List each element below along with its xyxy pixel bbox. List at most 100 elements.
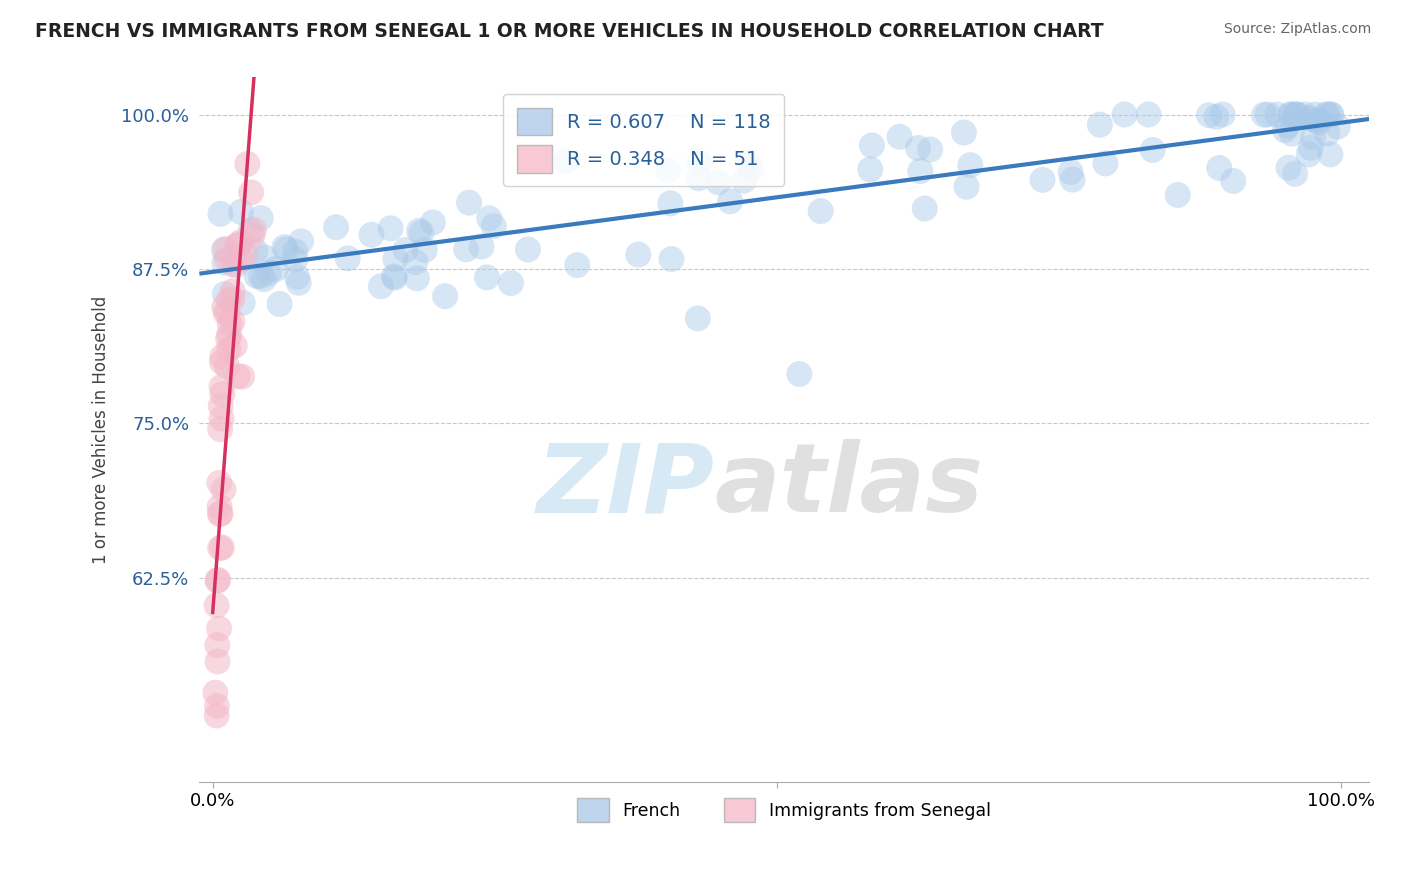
Point <box>226 238 249 252</box>
Point <box>661 252 683 266</box>
Point <box>458 195 481 210</box>
Point <box>1212 107 1234 121</box>
Point <box>209 541 232 556</box>
Point <box>222 284 245 298</box>
Point <box>482 219 505 234</box>
Point <box>1142 143 1164 157</box>
Point <box>1319 147 1341 161</box>
Point <box>1137 107 1160 121</box>
Point <box>205 708 228 723</box>
Point <box>221 314 243 328</box>
Point <box>214 242 236 256</box>
Point <box>1281 127 1303 141</box>
Point <box>1284 167 1306 181</box>
Point <box>284 252 307 267</box>
Point <box>215 306 238 320</box>
Point <box>273 240 295 254</box>
Point <box>211 387 233 401</box>
Point <box>384 270 406 285</box>
Point <box>1167 188 1189 202</box>
Point <box>211 350 233 364</box>
Point <box>207 574 229 588</box>
Point <box>1094 156 1116 170</box>
Point <box>1279 107 1302 121</box>
Point <box>475 270 498 285</box>
Point <box>215 252 238 266</box>
Point <box>737 155 759 169</box>
Point <box>1279 107 1302 121</box>
Point <box>212 300 235 314</box>
Point <box>1031 173 1053 187</box>
Point <box>1308 116 1330 130</box>
Point <box>236 157 259 171</box>
Point <box>394 243 416 257</box>
Point <box>859 162 882 177</box>
Point <box>959 158 981 172</box>
Point <box>231 369 253 384</box>
Point <box>1302 130 1324 145</box>
Point <box>382 269 405 284</box>
Y-axis label: 1 or more Vehicles in Household: 1 or more Vehicles in Household <box>93 295 110 564</box>
Point <box>384 252 406 266</box>
Point <box>499 276 522 290</box>
Point <box>567 258 589 272</box>
Point <box>1298 147 1320 161</box>
Point <box>413 243 436 257</box>
Point <box>810 204 832 219</box>
Point <box>209 207 232 221</box>
Text: ZIP: ZIP <box>536 440 714 533</box>
Point <box>205 599 228 613</box>
Point <box>910 164 932 178</box>
Point <box>214 255 236 269</box>
Point <box>360 227 382 242</box>
Point <box>1316 127 1339 141</box>
Point <box>1253 108 1275 122</box>
Point <box>209 507 232 521</box>
Point <box>218 343 240 357</box>
Point <box>218 317 240 331</box>
Point <box>207 655 229 669</box>
Point <box>325 220 347 235</box>
Point <box>218 327 240 342</box>
Text: FRENCH VS IMMIGRANTS FROM SENEGAL 1 OR MORE VEHICLES IN HOUSEHOLD CORRELATION CH: FRENCH VS IMMIGRANTS FROM SENEGAL 1 OR M… <box>35 22 1104 41</box>
Point <box>284 244 307 259</box>
Point <box>1294 107 1316 121</box>
Point <box>718 194 741 209</box>
Point <box>404 255 426 269</box>
Point <box>1303 107 1326 121</box>
Point <box>253 272 276 286</box>
Point <box>233 246 256 260</box>
Point <box>214 287 236 301</box>
Point <box>211 380 233 394</box>
Point <box>688 155 710 169</box>
Point <box>1298 112 1320 126</box>
Point <box>224 339 246 353</box>
Point <box>1326 120 1348 134</box>
Point <box>1308 113 1330 128</box>
Point <box>659 196 682 211</box>
Point <box>208 500 231 514</box>
Point <box>1088 118 1111 132</box>
Point <box>208 507 231 521</box>
Point <box>478 211 501 226</box>
Point <box>1285 107 1308 121</box>
Point <box>249 269 271 284</box>
Point <box>1059 165 1081 179</box>
Point <box>517 243 540 257</box>
Point <box>336 252 359 266</box>
Point <box>1299 141 1322 155</box>
Point <box>456 242 478 256</box>
Point <box>226 238 249 252</box>
Point <box>1062 172 1084 186</box>
Point <box>211 355 233 369</box>
Point <box>245 244 267 258</box>
Point <box>406 271 429 285</box>
Point <box>239 224 262 238</box>
Point <box>218 293 240 307</box>
Point <box>920 143 942 157</box>
Point <box>627 247 650 261</box>
Point <box>217 306 239 320</box>
Point <box>211 541 233 555</box>
Point <box>733 173 755 187</box>
Point <box>1315 107 1337 121</box>
